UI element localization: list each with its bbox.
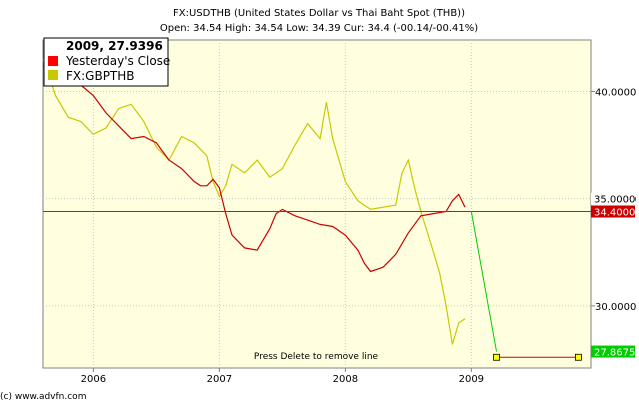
x-tick-label: 2008 bbox=[333, 374, 358, 385]
grid bbox=[43, 40, 591, 368]
legend-item-yesterday-close: Yesterday's Close bbox=[65, 54, 170, 68]
x-tick-label: 2009 bbox=[459, 374, 484, 385]
x-tick-label: 2006 bbox=[81, 374, 106, 385]
plot-area[interactable] bbox=[42, 39, 592, 369]
price-tags: 35.0000 34.4000 27.8675 bbox=[591, 192, 635, 359]
series-gbpthb-line bbox=[42, 59, 466, 345]
price-tag-box bbox=[591, 192, 635, 205]
series-layer bbox=[42, 59, 591, 361]
legend: 2009, 27.9396 Yesterday's Close FX:GBPTH… bbox=[43, 37, 170, 87]
line-handle[interactable] bbox=[493, 353, 500, 361]
price-tag-box bbox=[591, 345, 635, 358]
legend-swatch-yesterday-close bbox=[48, 56, 58, 66]
trendline[interactable] bbox=[470, 211, 498, 352]
legend-swatch-gbpthb bbox=[48, 70, 58, 80]
y-tick-label: 30.0000 bbox=[595, 302, 636, 313]
x-axis: 2006 2007 2008 2009 bbox=[81, 368, 484, 385]
legend-header: 2009, 27.9396 bbox=[66, 39, 163, 53]
price-tag-label: 34.4000 bbox=[594, 208, 635, 219]
line-handle[interactable] bbox=[575, 353, 582, 361]
series-usdthb-line bbox=[42, 65, 466, 273]
copyright-text: (c) www.advfn.com bbox=[0, 392, 86, 402]
price-tag-label: 35.0000 bbox=[594, 195, 635, 206]
chart-title: FX:USDTHB (United States Dollar vs Thai … bbox=[173, 8, 465, 19]
price-tag-label: 27.8675 bbox=[594, 348, 635, 359]
legend-item-gbpthb: FX:GBPTHB bbox=[66, 69, 135, 83]
price-tag-box bbox=[591, 205, 635, 218]
x-tick-label: 2007 bbox=[207, 374, 232, 385]
legend-box bbox=[43, 37, 169, 87]
chart-subtitle: Open: 34.54 High: 34.54 Low: 34.39 Cur: … bbox=[160, 23, 478, 34]
y-tick-label: 40.0000 bbox=[595, 87, 636, 98]
annotation-text: Press Delete to remove line bbox=[254, 352, 379, 362]
